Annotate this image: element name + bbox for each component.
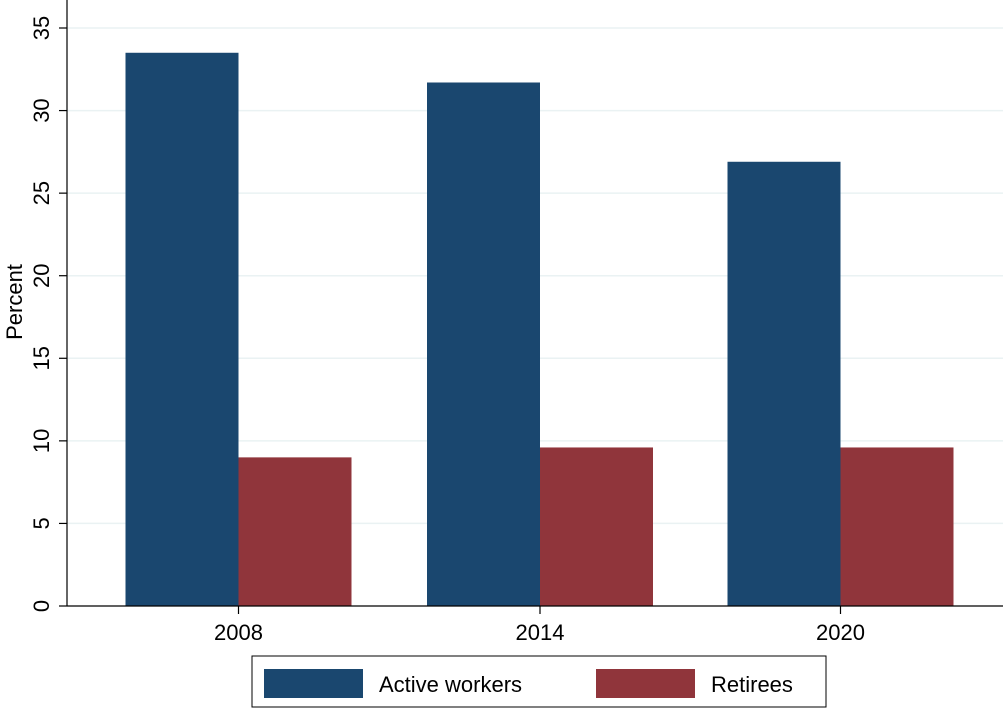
legend-label-retirees: Retirees <box>711 672 793 697</box>
bar-retirees-2014 <box>540 447 653 606</box>
y-tick-label: 30 <box>29 98 54 122</box>
y-axis: 0 5 10 15 20 25 30 35 <box>29 0 68 612</box>
x-tick-label: 2020 <box>816 620 865 645</box>
bar-retirees-2020 <box>840 447 954 606</box>
bars <box>125 52 954 607</box>
bar-active-workers-2014 <box>427 82 540 607</box>
y-axis-title: Percent <box>2 264 27 340</box>
y-tick-label: 0 <box>29 600 54 612</box>
y-tick-label: 20 <box>29 263 54 287</box>
x-tick-label: 2008 <box>214 620 263 645</box>
y-tick-label: 10 <box>29 429 54 453</box>
y-tick-label: 35 <box>29 16 54 40</box>
legend-swatch-active-workers <box>264 669 363 698</box>
bar-active-workers-2020 <box>727 161 841 606</box>
legend-swatch-retirees <box>596 669 695 698</box>
legend-label-active-workers: Active workers <box>379 672 522 697</box>
x-tick-label: 2014 <box>516 620 565 645</box>
y-tick-label: 25 <box>29 181 54 205</box>
bar-active-workers-2008 <box>125 52 239 607</box>
y-tick-label: 5 <box>29 517 54 529</box>
y-tick-label: 15 <box>29 346 54 370</box>
legend: Active workers Retirees <box>251 655 827 708</box>
bar-retirees-2008 <box>238 457 352 606</box>
x-axis: 2008 2014 2020 <box>67 605 1003 645</box>
